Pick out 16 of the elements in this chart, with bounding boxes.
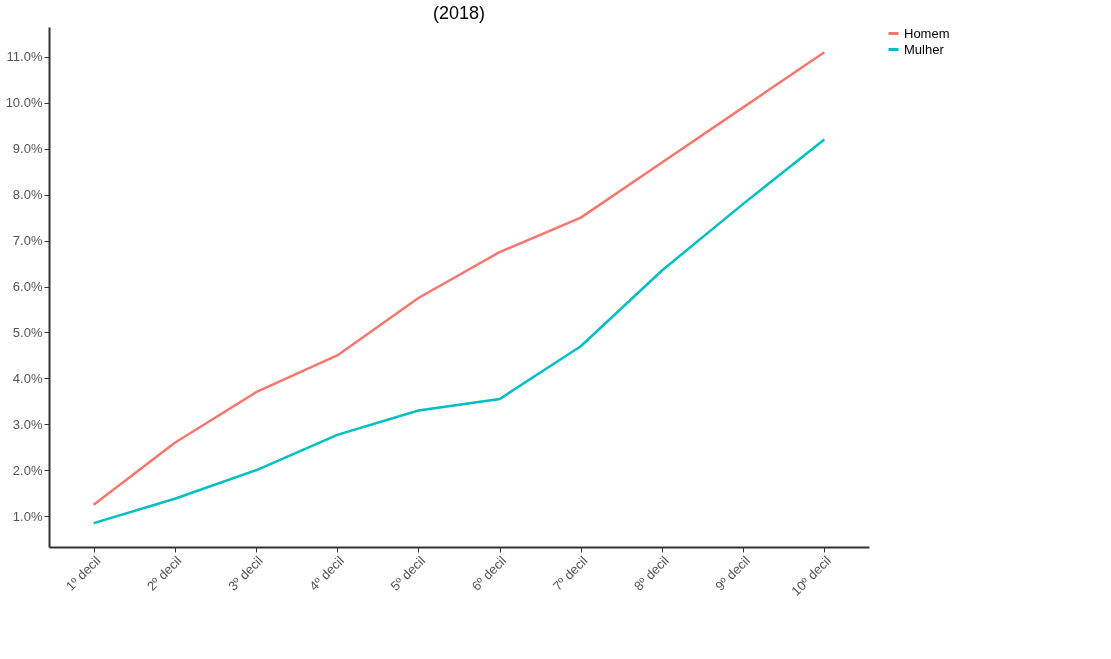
y-tick-label: 7.0% bbox=[12, 233, 43, 249]
y-tick-label: 10.0% bbox=[5, 95, 43, 111]
y-tick-label: 11.0% bbox=[6, 49, 43, 65]
y-tick-label: 5.0% bbox=[12, 324, 43, 340]
y-tick-label: 9.0% bbox=[12, 141, 43, 157]
legend-label: Homem bbox=[904, 25, 950, 41]
legend-label: Mulher bbox=[904, 41, 945, 57]
y-tick-label: 4.0% bbox=[12, 370, 43, 386]
y-tick-label: 6.0% bbox=[12, 279, 43, 295]
line-series bbox=[92, 51, 826, 506]
y-tick-label: 1.0% bbox=[12, 508, 43, 524]
chart-title: (2018) bbox=[432, 3, 486, 23]
y-tick-label: 2.0% bbox=[12, 462, 43, 478]
y-tick-label: 8.0% bbox=[12, 187, 43, 203]
y-tick-label: 3.0% bbox=[12, 416, 43, 432]
line-series bbox=[92, 138, 826, 525]
